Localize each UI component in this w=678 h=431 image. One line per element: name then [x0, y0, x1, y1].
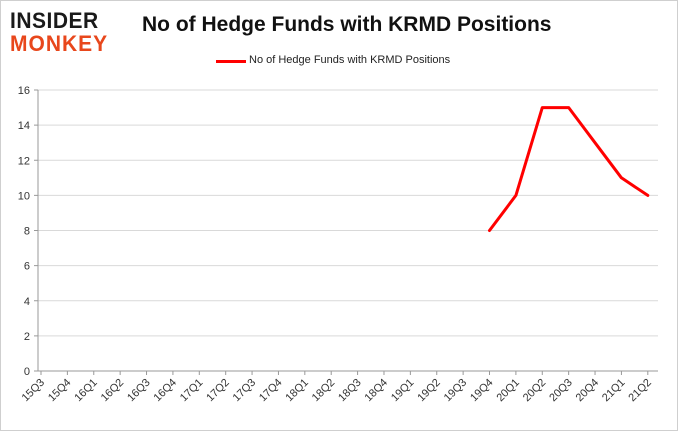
y-tick-label-16: 16	[18, 85, 30, 97]
x-tick-label-19Q1: 19Q1	[389, 377, 417, 405]
y-tick-label-8: 8	[24, 226, 30, 238]
x-tick-label-16Q2: 16Q2	[99, 377, 127, 405]
legend-swatch	[216, 60, 246, 63]
logo-line-2: MONKEY	[10, 31, 109, 57]
y-tick-label-10: 10	[18, 190, 30, 202]
x-tick-label-16Q3: 16Q3	[125, 377, 153, 405]
x-tick-label-18Q2: 18Q2	[310, 377, 338, 405]
x-tick-label-20Q3: 20Q3	[547, 377, 575, 405]
axes	[34, 89, 658, 375]
x-tick-label-21Q1: 21Q1	[600, 377, 628, 405]
y-tick-label-4: 4	[24, 296, 30, 308]
x-tick-label-17Q2: 17Q2	[204, 377, 232, 405]
x-tick-label-20Q4: 20Q4	[574, 377, 602, 405]
x-tick-label-16Q1: 16Q1	[72, 377, 100, 405]
x-tick-label-17Q1: 17Q1	[178, 377, 206, 405]
y-tick-label-14: 14	[18, 120, 30, 132]
x-tick-label-17Q4: 17Q4	[257, 377, 285, 405]
x-tick-label-18Q4: 18Q4	[363, 377, 391, 405]
x-tick-labels: 15Q315Q416Q116Q216Q316Q417Q117Q217Q317Q4…	[20, 377, 654, 405]
y-tick-labels: 0 2 4 6 8 10 12 14 16	[18, 85, 30, 378]
x-tick-label-20Q2: 20Q2	[521, 377, 549, 405]
logo-line-1: INSIDER	[10, 8, 99, 34]
x-tick-label-19Q2: 19Q2	[415, 377, 443, 405]
x-tick-label-16Q4: 16Q4	[152, 377, 180, 405]
x-tick-label-19Q4: 19Q4	[468, 377, 496, 405]
y-tick-label-6: 6	[24, 261, 30, 273]
x-tick-label-21Q2: 21Q2	[626, 377, 654, 405]
insider-monkey-logo: INSIDER MONKEY	[10, 10, 130, 56]
x-tick-label-17Q3: 17Q3	[231, 377, 259, 405]
x-tick-label-20Q1: 20Q1	[494, 377, 522, 405]
series-line-0-0	[488, 106, 650, 232]
y-tick-label-2: 2	[24, 331, 30, 343]
chart-title: No of Hedge Funds with KRMD Positions	[142, 13, 552, 36]
y-tick-label-0: 0	[24, 366, 30, 378]
x-tick-label-18Q1: 18Q1	[283, 377, 311, 405]
x-tick-label-15Q3: 15Q3	[20, 377, 48, 405]
series-lines	[488, 106, 650, 232]
y-tick-label-12: 12	[18, 155, 30, 167]
x-tick-label-18Q3: 18Q3	[336, 377, 364, 405]
x-tick-label-15Q4: 15Q4	[46, 377, 74, 405]
x-tick-label-19Q3: 19Q3	[442, 377, 470, 405]
legend-label: No of Hedge Funds with KRMD Positions	[249, 54, 451, 66]
grid-lines	[38, 89, 658, 337]
